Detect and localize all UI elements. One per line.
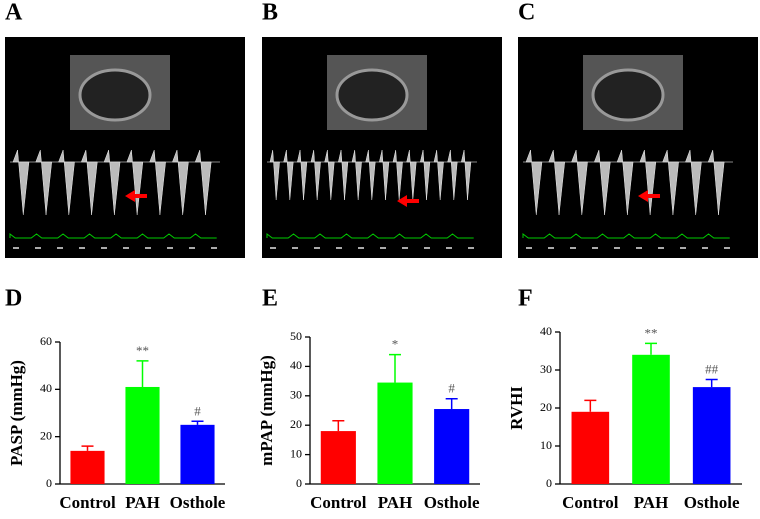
error-bar <box>81 445 94 451</box>
axis-label-decor <box>658 247 664 249</box>
panel-label: E <box>262 286 278 312</box>
y-axis-label: mPAP (mmHg) <box>257 355 276 466</box>
panel-label: B <box>262 0 278 26</box>
b-mode-cavity <box>335 68 409 122</box>
axis-label-decor <box>123 247 129 249</box>
axis-label-decor <box>724 247 730 249</box>
ecg-trace <box>9 232 217 239</box>
significance-mark: # <box>448 381 455 396</box>
axis-label-decor <box>402 247 408 249</box>
axis-label-decor <box>680 247 686 249</box>
arrow <box>638 190 660 202</box>
error-bar <box>389 353 401 383</box>
axis-label-decor <box>35 247 41 249</box>
y-tick-label: 40 <box>40 381 52 395</box>
x-tick-label: Osthole <box>684 493 740 512</box>
x-tick-label: PAH <box>378 493 413 512</box>
y-axis-label: PASP (mmHg) <box>7 360 26 466</box>
axis-label-decor <box>79 247 85 249</box>
axis-label-decor <box>57 247 63 249</box>
significance-mark: ## <box>705 361 719 376</box>
axis-label-decor <box>592 247 598 249</box>
y-tick-label: 30 <box>540 362 552 376</box>
bar <box>632 354 670 484</box>
b-mode-cavity <box>78 68 152 122</box>
error-bar <box>645 342 657 355</box>
error-bar <box>191 420 204 425</box>
error-bar <box>445 397 458 410</box>
x-tick-label: Control <box>59 493 116 512</box>
bar <box>571 411 610 484</box>
bar <box>377 382 413 484</box>
ecg-trace <box>522 232 730 239</box>
axis-label-decor <box>548 247 554 249</box>
panel-label: A <box>5 0 23 26</box>
y-tick-label: 0 <box>46 476 52 490</box>
bar <box>320 431 356 484</box>
y-tick-label: 40 <box>290 358 302 372</box>
panel-label: F <box>518 286 533 312</box>
error-bar <box>136 360 149 387</box>
axis-label-decor <box>101 247 107 249</box>
y-tick-label: 10 <box>540 438 552 452</box>
y-tick-label: 60 <box>40 334 52 348</box>
significance-mark: # <box>194 403 201 418</box>
axis-label-decor <box>380 247 386 249</box>
bar <box>434 409 470 484</box>
axis-label-decor <box>446 247 452 249</box>
y-tick-label: 40 <box>540 324 552 338</box>
bar <box>125 386 160 484</box>
bar <box>70 450 105 484</box>
axis-label-decor <box>424 247 430 249</box>
y-tick-label: 20 <box>40 428 52 442</box>
arrow <box>397 195 419 207</box>
bar <box>180 424 215 484</box>
ecg-trace <box>266 232 474 239</box>
error-bar <box>584 399 597 412</box>
panel-label: C <box>518 0 535 26</box>
error-bar <box>332 420 345 432</box>
axis-label-decor <box>702 247 708 249</box>
axis-label-decor <box>526 247 532 249</box>
y-tick-label: 10 <box>290 446 302 460</box>
axis-label-decor <box>636 247 642 249</box>
significance-mark: ** <box>136 343 149 358</box>
axis-label-decor <box>13 247 19 249</box>
x-tick-label: Control <box>310 493 367 512</box>
axis-label-decor <box>211 247 217 249</box>
x-tick-label: PAH <box>634 493 669 512</box>
axis-label-decor <box>167 247 173 249</box>
x-tick-label: Osthole <box>424 493 480 512</box>
b-mode-cavity <box>591 68 665 122</box>
axis-label-decor <box>145 247 151 249</box>
axis-label-decor <box>358 247 364 249</box>
axis-label-decor <box>336 247 342 249</box>
x-tick-label: Control <box>562 493 619 512</box>
arrow <box>125 190 147 202</box>
y-tick-label: 30 <box>290 388 302 402</box>
error-bar <box>705 378 718 388</box>
axis-label-decor <box>189 247 195 249</box>
axis-label-decor <box>292 247 298 249</box>
axis-label-decor <box>314 247 320 249</box>
axis-label-decor <box>614 247 620 249</box>
significance-mark: * <box>392 337 399 352</box>
doppler-waveform <box>12 149 212 216</box>
y-tick-label: 0 <box>296 476 302 490</box>
y-tick-label: 20 <box>540 400 552 414</box>
y-tick-label: 20 <box>290 417 302 431</box>
x-tick-label: PAH <box>125 493 160 512</box>
y-tick-label: 50 <box>290 329 302 343</box>
y-axis-label: RVHI <box>507 386 526 430</box>
x-tick-label: Osthole <box>170 493 226 512</box>
y-tick-label: 0 <box>546 476 552 490</box>
bar <box>692 387 731 484</box>
panel-label: D <box>5 286 22 312</box>
axis-label-decor <box>570 247 576 249</box>
axis-label-decor <box>270 247 276 249</box>
significance-mark: ** <box>645 325 658 340</box>
doppler-waveform <box>525 149 725 216</box>
axis-label-decor <box>468 247 474 249</box>
